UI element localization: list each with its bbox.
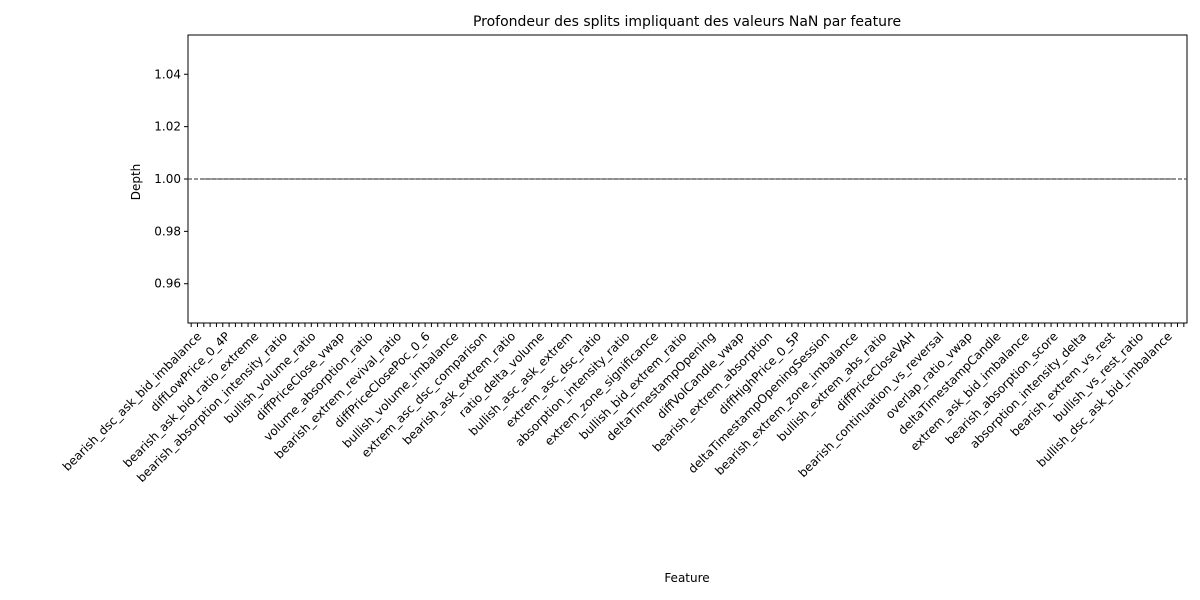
y-axis-label: Depth [129,164,143,201]
y-tick-label: 1.02 [154,120,181,134]
plot-area: 0.960.981.001.021.04bearish_dsc_ask_bid_… [60,34,1188,485]
y-tick-label: 1.00 [154,172,181,186]
y-tick-label: 0.98 [154,224,181,238]
y-tick-label: 0.96 [154,277,181,291]
x-axis-label: Feature [664,571,709,585]
chart-title: Profondeur des splits impliquant des val… [473,14,901,30]
y-tick-label: 1.04 [154,67,181,81]
